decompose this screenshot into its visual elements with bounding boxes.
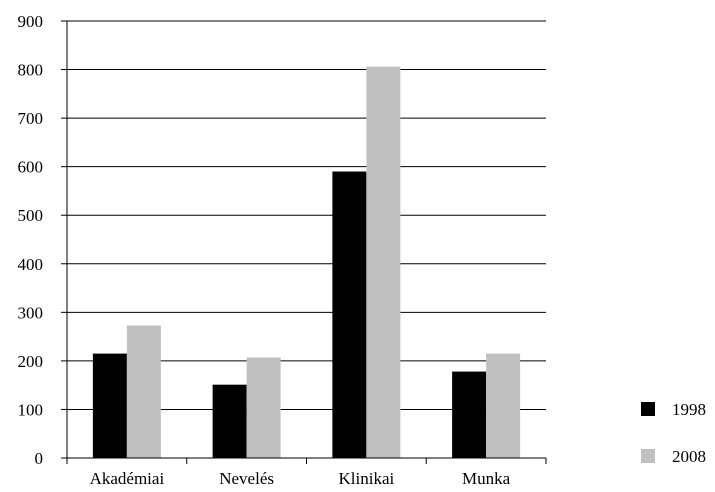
y-axis-tick-labels: 0 100 200 300 400 500 600 700 800 900 [18, 12, 44, 468]
x-tick-label: Nevelés [219, 469, 274, 488]
x-tick-label: Klinikai [339, 469, 395, 488]
y-tick-label: 600 [18, 158, 44, 177]
x-tick-label: Munka [462, 469, 511, 488]
bar-1998-Klinikai [332, 171, 367, 458]
bar-2008-Klinikai [366, 66, 401, 459]
axes [61, 20, 547, 464]
bar-2008-Nevelés [246, 357, 281, 458]
bar-2008-Akadémiai [126, 325, 161, 458]
y-tick-label: 800 [18, 61, 44, 80]
bar-1998-Nevelés [212, 384, 247, 458]
y-tick-label: 100 [18, 400, 44, 419]
y-tick-label: 400 [18, 255, 44, 274]
y-tick-label: 0 [35, 449, 44, 468]
x-axis-tick-labels: Akadémiai Nevelés Klinikai Munka [90, 469, 511, 488]
legend-label-1998: 1998 [672, 400, 706, 419]
bar-2008-Munka [486, 353, 521, 458]
y-tick-label: 700 [18, 109, 44, 128]
y-tick-label: 500 [18, 206, 44, 225]
bar-1998-Akadémiai [92, 353, 127, 458]
x-tick-label: Akadémiai [90, 469, 165, 488]
legend-label-2008: 2008 [672, 447, 706, 466]
legend: 1998 2008 [641, 400, 706, 466]
y-tick-label: 200 [18, 352, 44, 371]
legend-swatch-1998 [641, 402, 655, 416]
bars [92, 66, 521, 459]
y-tick-label: 300 [18, 303, 44, 322]
bar-1998-Munka [452, 371, 487, 458]
y-tick-label: 900 [18, 12, 44, 31]
legend-swatch-2008 [641, 449, 655, 463]
